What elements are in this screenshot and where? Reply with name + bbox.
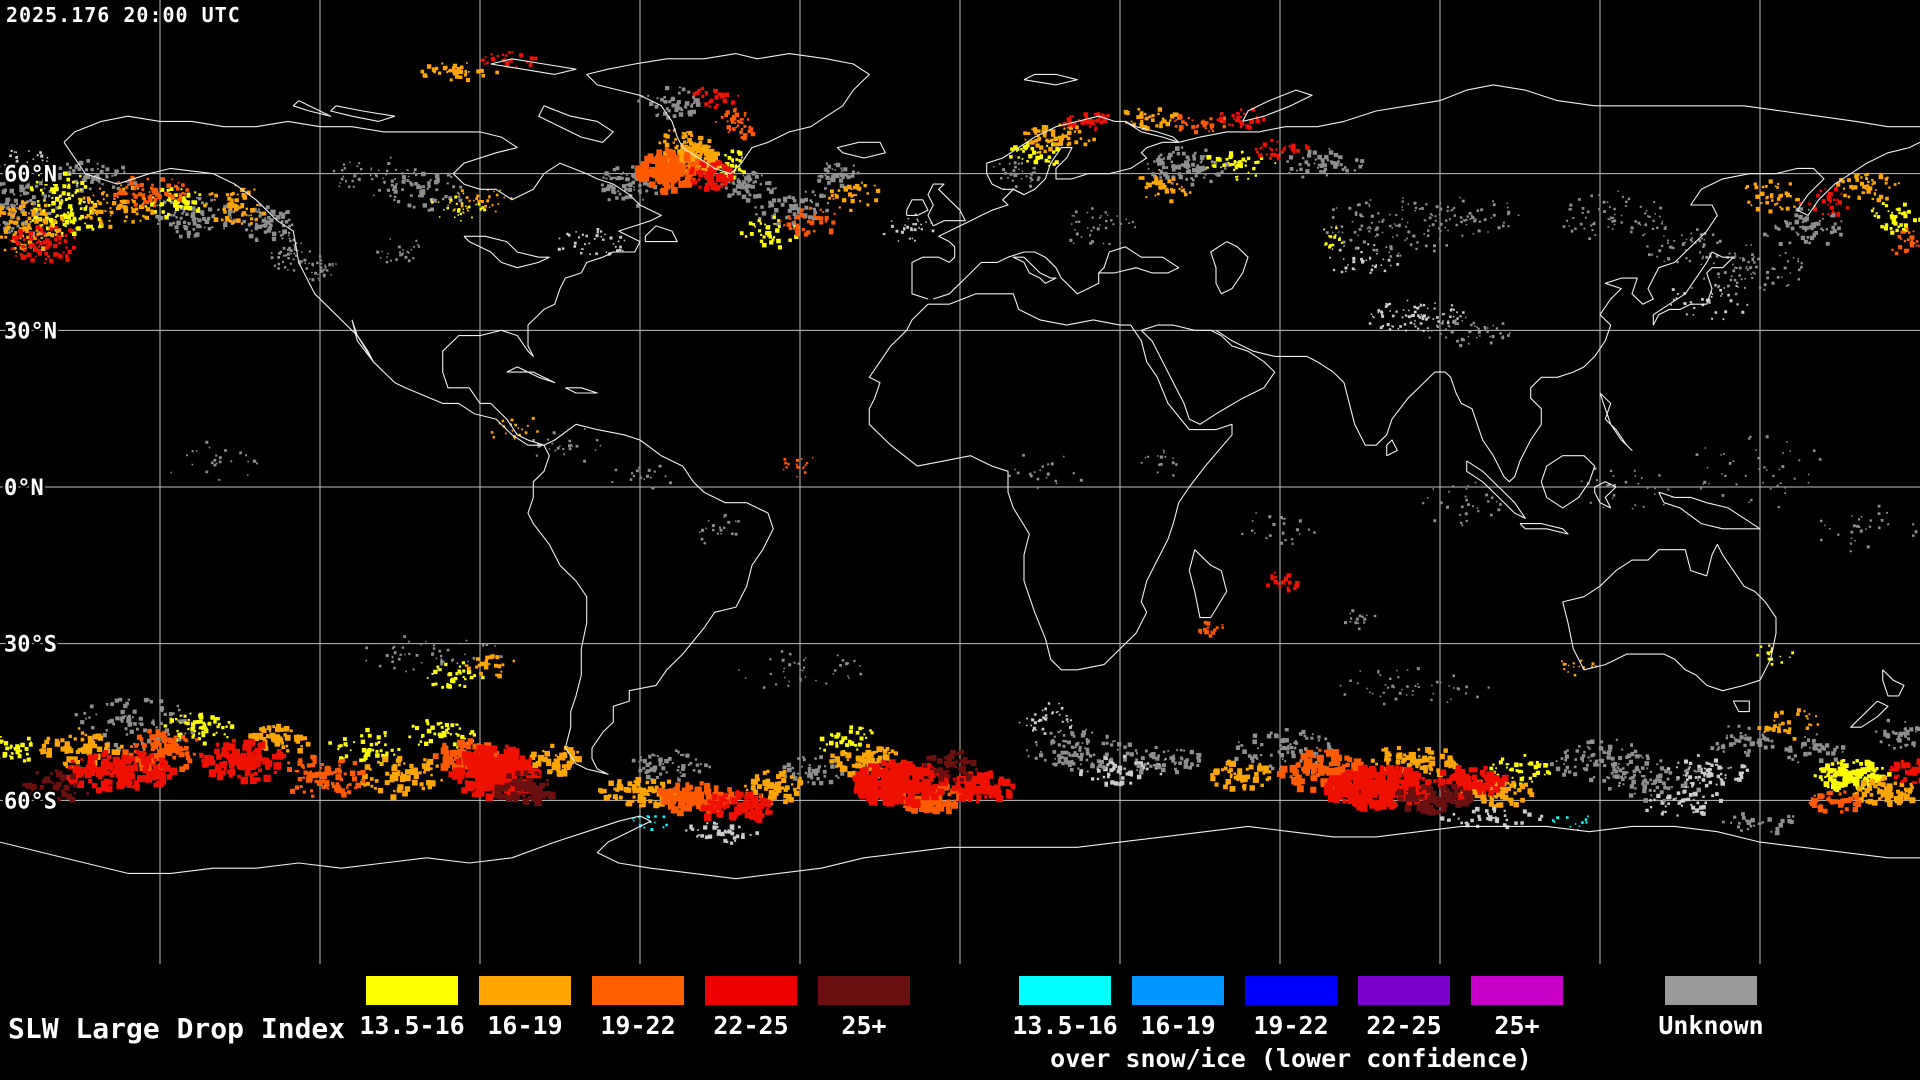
swatch-cool-3-label: 19-22: [1253, 1011, 1329, 1040]
latitude-labels: 60°N 30°N 0°N 30°S 60°S: [2, 160, 60, 817]
legend-title: SLW Large Drop Index: [8, 1012, 346, 1045]
swatch-warm-3: [592, 976, 684, 1005]
legend-item-cool-5: 25+: [1471, 976, 1563, 1040]
swatch-warm-5: [818, 976, 910, 1005]
swatch-cool-4-label: 22-25: [1366, 1011, 1442, 1040]
swatch-warm-2-label: 16-19: [487, 1011, 563, 1040]
swatch-warm-3-label: 19-22: [600, 1011, 676, 1040]
legend-item-cool-4: 22-25: [1358, 976, 1450, 1040]
legend-cool-group: 13.5-16 16-19 19-22 22-25 25+ over snow/…: [1012, 976, 1563, 1073]
swatch-warm-5-label: 25+: [841, 1011, 887, 1040]
legend-warm-group: 13.5-16 16-19 19-22 22-25 25+: [359, 976, 910, 1040]
svg-text:30°S: 30°S: [4, 633, 57, 658]
legend-item-cool-3: 19-22: [1245, 976, 1337, 1040]
svg-text:60°S: 60°S: [4, 789, 57, 814]
svg-text:30°N: 30°N: [4, 319, 57, 344]
swatch-unknown: [1665, 976, 1757, 1005]
swatch-cool-5-label: 25+: [1494, 1011, 1540, 1040]
swatch-warm-4-label: 22-25: [713, 1011, 789, 1040]
swatch-cool-1-label: 13.5-16: [1012, 1011, 1118, 1040]
svg-text:60°N: 60°N: [4, 163, 57, 188]
swatch-unknown-label: Unknown: [1658, 1011, 1764, 1040]
swatch-warm-1-label: 13.5-16: [359, 1011, 465, 1040]
legend-item-warm-1: 13.5-16: [359, 976, 465, 1040]
legend-item-cool-1: 13.5-16: [1012, 976, 1118, 1040]
swatch-warm-1: [366, 976, 458, 1005]
coastlines: [0, 53, 1920, 880]
swatch-warm-4: [705, 976, 797, 1005]
legend-item-warm-2: 16-19: [479, 976, 571, 1040]
timestamp: 2025.176 20:00 UTC: [6, 3, 241, 27]
graticule: [0, 0, 1920, 964]
swatch-warm-2: [479, 976, 571, 1005]
slw-data-layer: [0, 51, 1920, 845]
swatch-cool-3: [1245, 976, 1337, 1005]
svg-text:0°N: 0°N: [4, 476, 44, 501]
legend-item-warm-3: 19-22: [592, 976, 684, 1040]
legend-item-warm-5: 25+: [818, 976, 910, 1040]
swatch-cool-4: [1358, 976, 1450, 1005]
swatch-cool-5: [1471, 976, 1563, 1005]
legend-item-warm-4: 22-25: [705, 976, 797, 1040]
world-map: 60°N 30°N 0°N 30°S 60°S: [0, 0, 1920, 964]
legend-item-unknown: Unknown: [1658, 976, 1764, 1040]
swatch-cool-1: [1019, 976, 1111, 1005]
legend-item-cool-2: 16-19: [1132, 976, 1224, 1040]
snow-ice-caption: over snow/ice (lower confidence): [1050, 1044, 1532, 1073]
swatch-cool-2-label: 16-19: [1140, 1011, 1216, 1040]
swatch-cool-2: [1132, 976, 1224, 1005]
